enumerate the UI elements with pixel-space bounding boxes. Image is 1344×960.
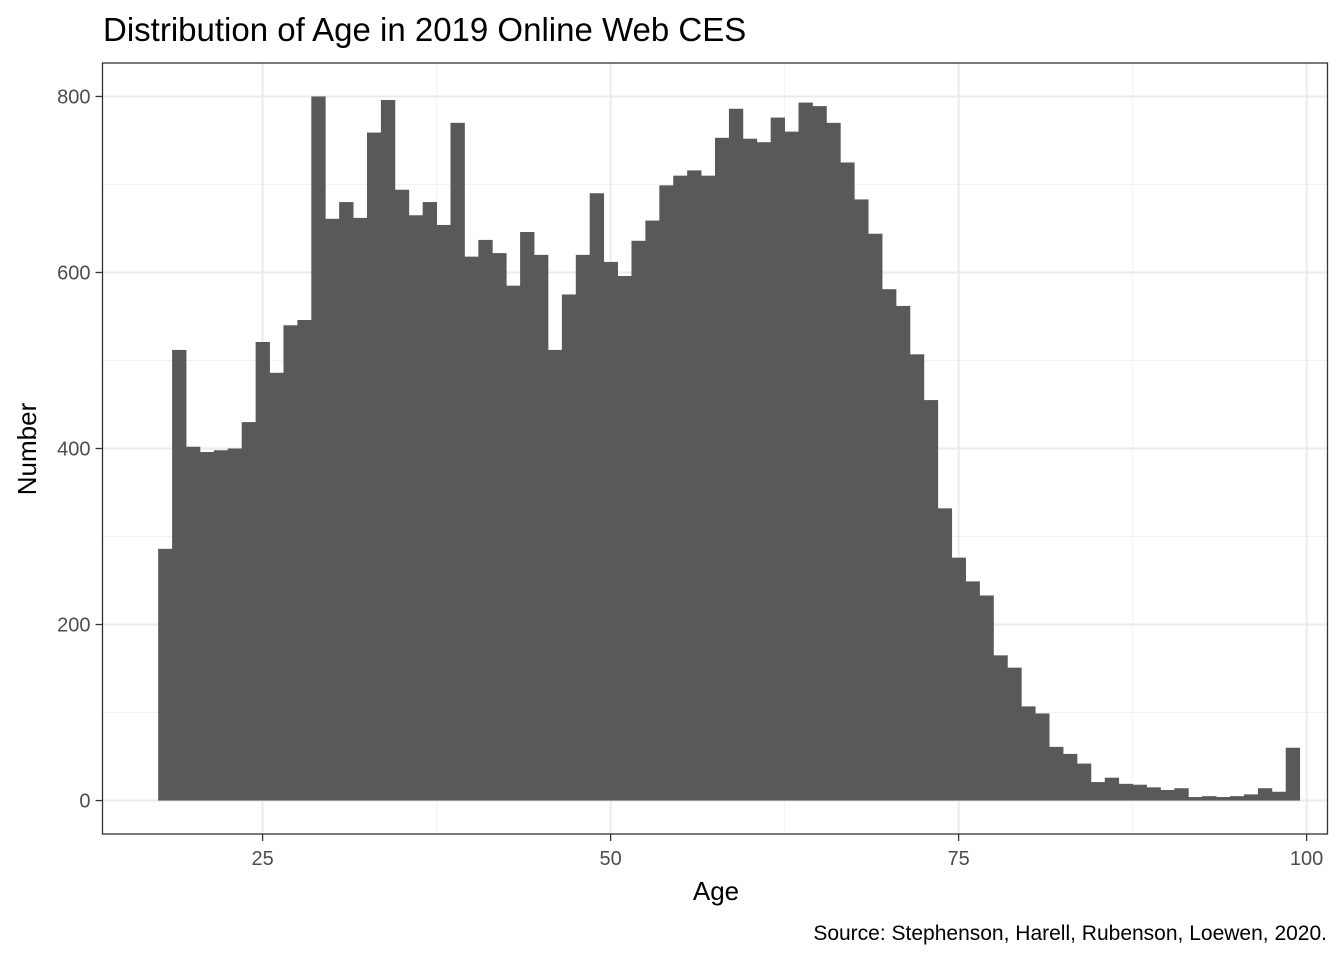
histogram-bar [408, 215, 424, 801]
histogram-bar [1257, 788, 1273, 801]
histogram-bar [325, 218, 340, 801]
histogram-bar [937, 508, 953, 801]
y-axis-ticks: 0 200 400 600 800 [57, 86, 103, 813]
histogram-bar [728, 108, 744, 801]
histogram-bar [366, 132, 382, 801]
histogram-bar [520, 231, 535, 801]
histogram-bar [770, 117, 786, 801]
chart-caption: Source: Stephenson, Harell, Rubenson, Lo… [813, 922, 1327, 945]
histogram-bar [617, 275, 632, 801]
histogram-bar [1090, 782, 1106, 801]
y-tick-label: 800 [57, 86, 90, 108]
histogram-bar [1007, 667, 1022, 801]
x-tick-label: 50 [599, 848, 621, 870]
histogram-bar [701, 175, 716, 801]
histogram-bar [631, 240, 646, 801]
histogram-bar [311, 96, 326, 801]
x-tick-label: 100 [1290, 848, 1323, 870]
histogram-bar [575, 254, 591, 801]
histogram-bar [965, 581, 980, 801]
histogram-bar [868, 233, 883, 801]
histogram-bar [756, 142, 772, 801]
x-tick-label: 75 [947, 848, 969, 870]
histogram-bars [158, 96, 1301, 801]
histogram-bar [1104, 777, 1120, 801]
histogram-bar [1063, 753, 1078, 801]
histogram-bar [882, 289, 897, 801]
histogram-bar [492, 253, 507, 801]
histogram-bar [895, 305, 911, 801]
histogram-bar [1076, 763, 1092, 801]
histogram-bar [158, 548, 173, 801]
histogram-bar [1118, 783, 1134, 801]
histogram-bar [909, 354, 925, 801]
histogram-bar [1146, 787, 1161, 801]
histogram-bar [993, 655, 1008, 801]
histogram-bar [951, 557, 966, 801]
histogram-bar [715, 137, 730, 801]
histogram-bar [854, 199, 869, 801]
histogram-bar [380, 99, 396, 801]
histogram-bar [506, 285, 521, 801]
histogram-bar [1021, 706, 1036, 801]
histogram-bar [798, 102, 813, 801]
histogram-bar [547, 349, 563, 801]
histogram-bar [1216, 797, 1231, 801]
histogram-bar [269, 372, 284, 801]
histogram-bar [353, 217, 368, 801]
histogram-bar [339, 202, 354, 801]
histogram-bar [1271, 791, 1287, 801]
chart-title: Distribution of Age in 2019 Online Web C… [103, 11, 746, 48]
histogram-bar [297, 320, 312, 801]
histogram-bar [283, 325, 298, 801]
histogram-bar [1188, 797, 1203, 801]
histogram-bar [589, 193, 605, 801]
histogram-bar [742, 138, 758, 801]
histogram-bar [1160, 789, 1175, 801]
histogram-bar [1243, 794, 1259, 801]
y-tick-label: 200 [57, 615, 90, 637]
histogram-bar [561, 294, 577, 801]
histogram-bar [199, 452, 215, 801]
x-tick-label: 25 [251, 848, 273, 870]
histogram-bar [673, 175, 688, 801]
histogram-bar [687, 170, 702, 801]
histogram-bar [1202, 796, 1217, 801]
histogram-bar [1174, 788, 1189, 801]
histogram-bar [812, 106, 827, 801]
histogram-bar [450, 122, 465, 801]
y-tick-label: 400 [57, 439, 90, 461]
y-axis-title: Number [12, 402, 42, 495]
histogram-bar [603, 261, 618, 801]
histogram-bar [659, 185, 674, 801]
histogram-bar [394, 189, 410, 801]
histogram-bar [436, 224, 451, 801]
histogram-bar [227, 448, 243, 801]
histogram-bar [464, 256, 479, 801]
histogram-bar [1132, 784, 1147, 801]
x-axis-ticks: 25 50 75 100 [251, 834, 1323, 870]
histogram-bar [422, 202, 437, 801]
histogram-bar [172, 349, 187, 801]
histogram-bar [1285, 747, 1301, 801]
histogram-bar [1035, 713, 1050, 801]
histogram-bar [534, 254, 549, 801]
histogram-bar [241, 422, 257, 801]
histogram-bar [1230, 796, 1245, 801]
histogram-bar [213, 450, 229, 801]
histogram-bar [826, 122, 841, 801]
histogram-bar [1049, 746, 1064, 801]
y-tick-label: 0 [79, 791, 90, 813]
histogram-bar [923, 400, 939, 801]
histogram-bar [645, 220, 660, 801]
histogram-bar [255, 342, 270, 801]
histogram-bar [979, 595, 994, 801]
histogram-bar [784, 131, 799, 801]
y-tick-label: 600 [57, 262, 90, 284]
histogram-bar [840, 162, 855, 801]
histogram-bar [186, 446, 201, 801]
x-axis-title: Age [693, 876, 739, 906]
histogram-bar [478, 239, 493, 801]
